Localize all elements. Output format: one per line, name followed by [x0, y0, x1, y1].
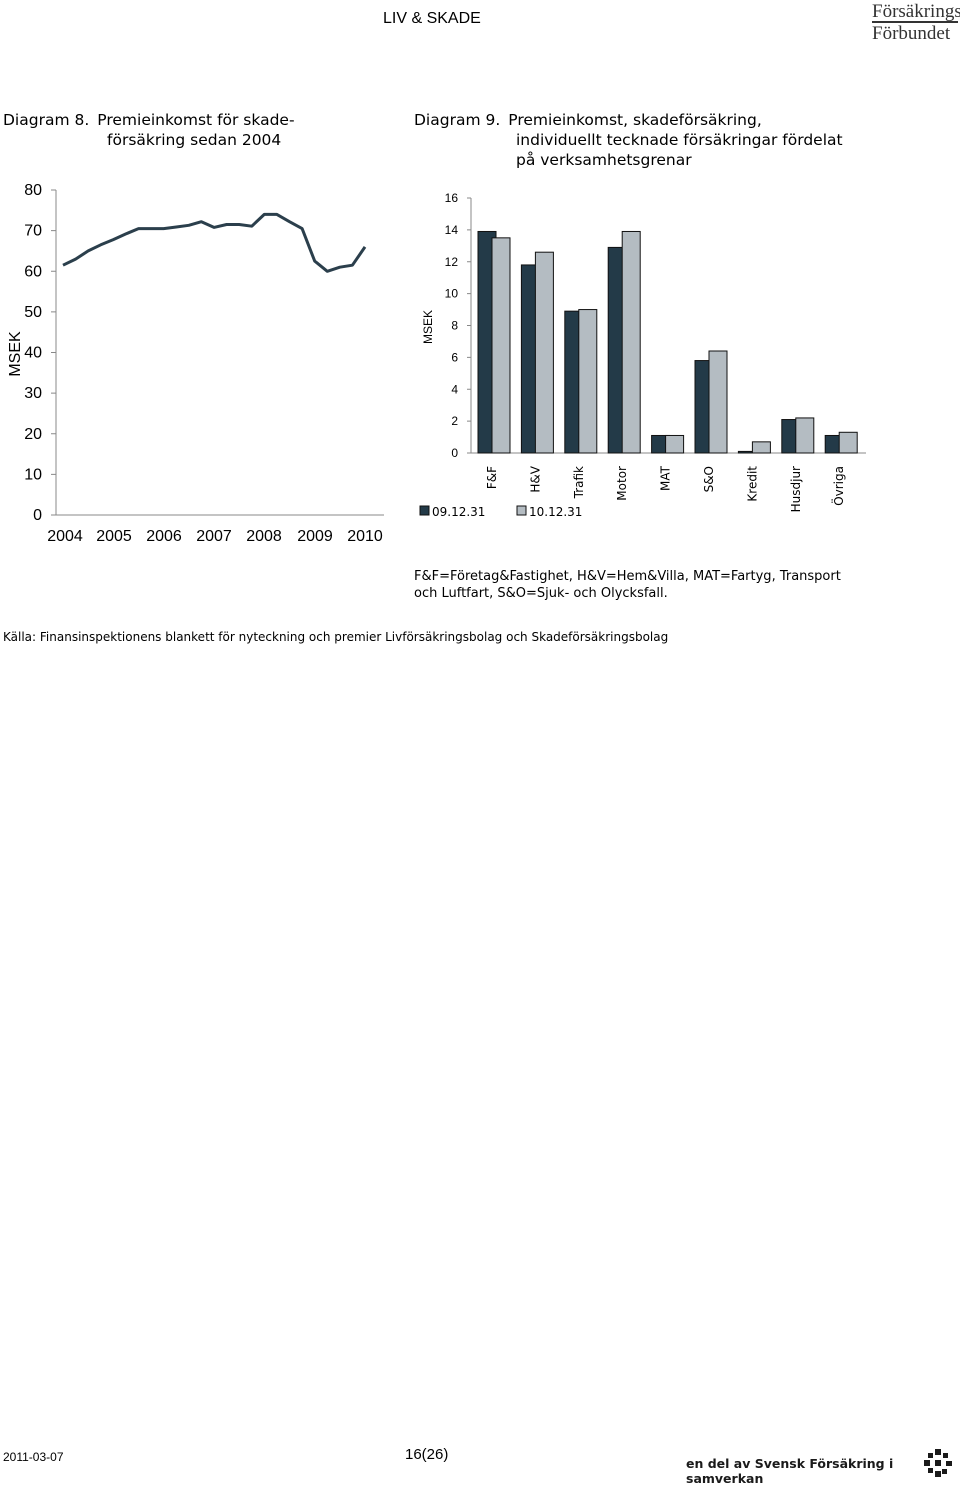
diagram9-category-label: Övriga: [830, 466, 846, 506]
diagram9-legend-label: 09.12.31: [432, 505, 485, 519]
logo-rule: [872, 21, 958, 23]
diagram9-category-label: F&F: [485, 466, 499, 489]
diagram8-y-axis-label: MSEK: [7, 331, 24, 377]
diagram9-legend-label: 10.12.31: [529, 505, 582, 519]
diagram9-y-tick-label: 6: [451, 350, 458, 364]
diagram9-title-line2: individuellt tecknade försäkringar förde…: [516, 131, 843, 149]
diagram9-y-tick-label: 2: [451, 414, 458, 428]
diagram9-category-label: S&O: [702, 466, 716, 492]
diagram8-y-tick-label: 80: [24, 182, 42, 199]
diagram8-x-tick-label: 2010: [347, 528, 383, 545]
diagram9-bar-series2: [534, 251, 554, 454]
diagram9-category-label: H&V: [528, 465, 542, 492]
diagram8-x-tick-label: 2009: [297, 528, 333, 545]
diagram9-y-tick-label: 14: [445, 223, 459, 237]
diagram8-y-tick-label: 20: [24, 426, 42, 443]
diagram9-category-label: Kredit: [745, 466, 759, 502]
diagram9-bar-series2: [665, 434, 685, 454]
abbreviations-line1: F&F=Företag&Fastighet, H&V=Hem&Villa, MA…: [414, 569, 841, 584]
svensk-forsakring-logo-icon: [924, 1449, 952, 1477]
diagram9-title-line3: på verksamhetsgrenar: [516, 151, 692, 169]
diagram8-title-line1: Premieinkomst för skade-: [97, 111, 295, 129]
diagram9-y-tick-label: 16: [445, 191, 459, 205]
diagram8-y-tick-label: 40: [24, 345, 42, 362]
diagram8-number: Diagram 8.: [3, 111, 90, 129]
diagram9-bar-series2: [708, 350, 728, 454]
diagram9-y-tick-label: 12: [445, 255, 459, 269]
diagram8-y-tick-label: 70: [24, 223, 42, 240]
diagram9-legend-swatch: [516, 505, 527, 516]
diagram8-y-tick-label: 60: [24, 263, 42, 280]
diagram8-y-tick-label: 30: [24, 385, 42, 402]
diagram9-category-label: Trafik: [572, 466, 586, 499]
diagram9-bar-series2: [795, 417, 815, 454]
diagram9-category-label: MAT: [659, 465, 673, 491]
source-note: Källa: Finansinspektionens blankett för …: [3, 630, 669, 644]
diagram9-caption: Diagram 9. Premieinkomst, skadeförsäkring…: [414, 110, 934, 170]
diagram8-y-tick-label: 0: [33, 507, 42, 524]
footer-date: 2011-03-07: [3, 1450, 64, 1464]
logo-line-2: Förbundet: [872, 23, 951, 44]
diagram9-category-label: Motor: [615, 466, 629, 501]
diagram8-title-line2: försäkring sedan 2004: [107, 131, 282, 149]
diagram9-number: Diagram 9.: [414, 111, 501, 129]
diagram9-y-tick-label: 8: [451, 319, 458, 333]
diagram9-title-line1: Premieinkomst, skadeförsäkring,: [508, 111, 762, 129]
diagram8-line-chart: 0 10 20 30 40 50 60 70 80 2004 2005 2006 2007 2008 20…: [7, 182, 384, 545]
diagram9-bar-series2: [578, 309, 598, 454]
abbreviations-note: F&F=Företag&Fastighet, H&V=Hem&Villa, MA…: [414, 568, 884, 602]
diagram9-bar-series2: [491, 237, 511, 454]
diagram9-category-label: Husdjur: [789, 466, 803, 512]
diagram8-x-tick-label: 2007: [196, 528, 232, 545]
diagram8-y-tick-label: 10: [24, 466, 42, 483]
diagram9-bar-series2: [621, 230, 641, 454]
abbreviations-line2: och Luftfart, S&O=Sjuk- och Olycksfall.: [414, 586, 668, 601]
diagram9-y-tick-label: 10: [445, 287, 459, 301]
footer-slogan: en del av Svensk Försäkring i samverkan: [686, 1456, 894, 1486]
diagram8-x-tick-label: 2005: [96, 528, 132, 545]
diagram8-caption: Diagram 8. Premieinkomst för skade- försä…: [3, 110, 363, 150]
footer-page-number: 16(26): [405, 1446, 449, 1463]
diagram9-bar-series2: [751, 441, 771, 454]
diagram9-legend-swatch: [419, 505, 430, 516]
diagram8-series-line: [62, 212, 367, 273]
logo-line-1: Försäkrings: [872, 1, 960, 22]
diagram8-y-tick-label: 50: [24, 304, 42, 321]
page-header-title: LIV & SKADE: [383, 10, 481, 27]
diagram9-y-tick-label: 4: [451, 382, 458, 396]
diagram9-bar-chart: 0 2 4 6 8 10 12 14 16 MSEK F&F H&V Trafik Motor MAT S…: [419, 191, 866, 519]
diagram9-y-tick-label: 0: [451, 446, 458, 460]
forsakringsforbundet-logo: Försäkrings Förbundet: [872, 1, 960, 44]
diagram9-bar-series2: [838, 431, 858, 454]
diagram8-x-tick-label: 2008: [246, 528, 282, 545]
diagram9-y-axis-label: MSEK: [421, 310, 435, 344]
diagram8-x-tick-label: 2006: [146, 528, 182, 545]
diagram8-x-tick-label: 2004: [47, 528, 83, 545]
